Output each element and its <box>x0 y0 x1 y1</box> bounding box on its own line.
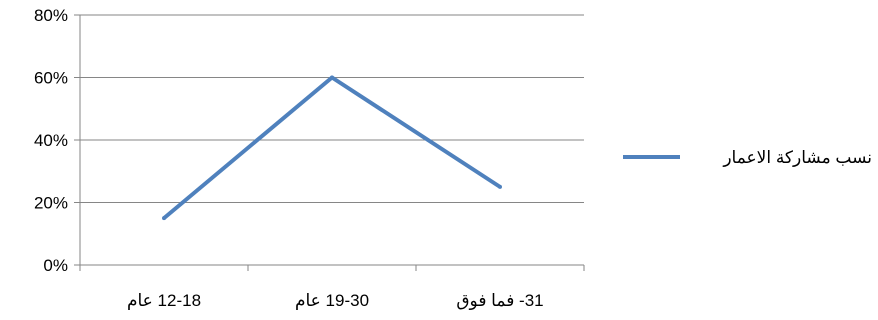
gridlines <box>80 14 584 203</box>
y-tick-label: 40% <box>34 131 68 150</box>
data-point <box>498 184 502 189</box>
data-point <box>162 216 166 221</box>
y-tick-label: 60% <box>34 69 68 88</box>
data-point <box>330 75 334 80</box>
x-category-label: 12-18 عام <box>127 291 201 310</box>
y-axis-tick-labels: 0% 20% 40% 60% 80% <box>34 6 68 275</box>
y-tick-label: 20% <box>34 194 68 213</box>
legend-label: نسب مشاركة الاعمار <box>722 148 872 167</box>
x-axis-tick-labels: 12-18 عام 19-30 عام 31- فما فوق <box>127 291 544 310</box>
series-line <box>162 75 502 220</box>
series-lines <box>162 75 502 221</box>
x-category-label: 31- فما فوق <box>456 291 543 310</box>
axes <box>74 14 585 271</box>
legend: نسب مشاركة الاعمار <box>623 148 872 167</box>
y-tick-label: 80% <box>34 6 68 25</box>
x-category-label: 19-30 عام <box>295 291 369 310</box>
y-tick-label: 0% <box>43 256 68 275</box>
